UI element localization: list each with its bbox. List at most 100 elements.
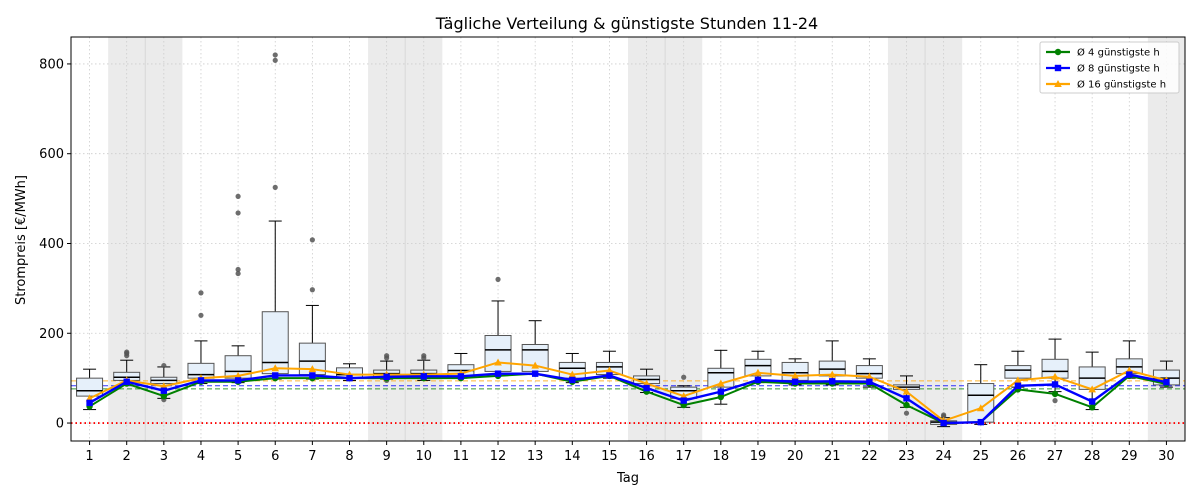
legend-label: Ø 16 günstigste h bbox=[1077, 79, 1166, 91]
series-point-s8 bbox=[197, 377, 205, 384]
x-tick-label: 14 bbox=[564, 449, 581, 464]
series-point-s16 bbox=[531, 361, 539, 369]
x-tick-label: 16 bbox=[638, 449, 655, 464]
weekend-bands bbox=[108, 37, 1185, 441]
legend-swatch-marker bbox=[1054, 48, 1062, 56]
box-day-19 bbox=[744, 350, 772, 384]
series-point-s8 bbox=[791, 378, 799, 385]
x-tick-label: 9 bbox=[382, 449, 390, 464]
series-point-s8 bbox=[531, 370, 539, 377]
series-point-s8 bbox=[940, 419, 947, 427]
axes-frame bbox=[70, 36, 1186, 442]
x-tick-labels: 1 2 3 4 5 6 7 8 9 10 11 12 13 14 15 16 17 18 19 20 21 22 23 24 2… bbox=[85, 441, 1175, 464]
x-tick-label: 27 bbox=[1047, 449, 1064, 464]
series-line-s8 bbox=[88, 372, 1167, 425]
series-point-s8 bbox=[680, 397, 687, 404]
flier-point bbox=[161, 362, 167, 369]
series-point-s8 bbox=[309, 372, 316, 379]
series-point-s8 bbox=[606, 372, 613, 379]
flier-point bbox=[272, 52, 278, 58]
flier-point bbox=[198, 312, 204, 318]
series-line-s16 bbox=[89, 361, 1167, 422]
series-point-s16 bbox=[717, 379, 725, 387]
x-tick-label: 4 bbox=[197, 449, 205, 464]
series-point-s8 bbox=[346, 374, 353, 382]
flier-point bbox=[681, 374, 687, 380]
series-point-s8 bbox=[383, 373, 390, 381]
x-tick-label: 30 bbox=[1158, 449, 1175, 464]
flier-point bbox=[235, 270, 241, 277]
flier-point bbox=[124, 349, 130, 355]
series-point-s16 bbox=[605, 366, 614, 374]
flier-point bbox=[421, 353, 427, 359]
series-point-s16 bbox=[568, 370, 577, 378]
series-point-s8 bbox=[569, 376, 576, 384]
flier-point bbox=[1052, 398, 1058, 404]
series-point-s16 bbox=[642, 379, 651, 387]
series-point-s16 bbox=[828, 370, 837, 378]
x-tick-label: 7 bbox=[308, 449, 316, 464]
flier-point bbox=[903, 410, 910, 416]
series-point-s8 bbox=[1126, 371, 1133, 378]
x-tick-label: 8 bbox=[345, 449, 353, 464]
chart-title: Tägliche Verteilung & günstigste Stunden… bbox=[435, 14, 818, 33]
series-lines bbox=[85, 358, 1171, 427]
flier-point bbox=[495, 276, 501, 282]
series-point-s8 bbox=[1088, 398, 1096, 405]
series-point-s16 bbox=[1088, 385, 1096, 393]
flier-point bbox=[235, 266, 241, 273]
x-tick-label: 29 bbox=[1121, 449, 1138, 464]
x-tick-label: 22 bbox=[861, 449, 878, 464]
series-point-s8 bbox=[494, 370, 502, 377]
legend-swatch-marker bbox=[1054, 80, 1062, 87]
x-tick-label: 26 bbox=[1010, 449, 1027, 464]
legend-item-s16: Ø 16 günstigste h bbox=[1046, 79, 1166, 91]
series-point-s16 bbox=[976, 404, 985, 412]
series-point-s8 bbox=[86, 399, 93, 407]
x-tick-label: 11 bbox=[453, 449, 470, 464]
flier-point bbox=[941, 412, 947, 418]
x-tick-label: 5 bbox=[234, 449, 242, 464]
flier-point bbox=[235, 193, 241, 199]
series-point-s16 bbox=[494, 358, 502, 366]
x-tick-label: 15 bbox=[601, 449, 618, 464]
x-tick-label: 25 bbox=[972, 449, 989, 464]
legend-frame bbox=[1039, 41, 1180, 94]
series-point-s8 bbox=[643, 384, 650, 392]
series-point-s4 bbox=[903, 401, 910, 409]
series-point-s8 bbox=[1163, 378, 1170, 386]
series-point-s8 bbox=[272, 372, 279, 379]
box-day-7 bbox=[298, 237, 326, 380]
y-tick-label: 0 bbox=[56, 417, 64, 432]
flier-point bbox=[384, 353, 390, 359]
legend-swatch-marker bbox=[1054, 64, 1062, 72]
axes bbox=[70, 36, 1186, 442]
x-tick-label: 23 bbox=[898, 449, 915, 464]
legend-item-s4: Ø 4 günstigste h bbox=[1046, 47, 1160, 59]
legend: Ø 4 günstigste h Ø 8 günstigste h Ø 16 gün… bbox=[1039, 41, 1180, 94]
flier-point bbox=[198, 290, 204, 296]
series-point-s16 bbox=[1051, 372, 1059, 380]
series-point-s8 bbox=[420, 373, 427, 380]
x-tick-label: 18 bbox=[713, 449, 730, 464]
series-point-s16 bbox=[308, 365, 317, 373]
series-s8 bbox=[86, 370, 1170, 427]
series-point-s8 bbox=[457, 373, 465, 380]
series-point-s4 bbox=[160, 392, 168, 400]
series-point-s16 bbox=[791, 371, 799, 379]
series-point-s8 bbox=[754, 376, 762, 384]
series-point-s16 bbox=[902, 387, 911, 395]
series-point-s16 bbox=[679, 392, 688, 400]
x-tick-label: 6 bbox=[271, 449, 279, 464]
y-axis-title: Strompreis [€/MWh] bbox=[14, 175, 29, 305]
x-tick-label: 21 bbox=[824, 449, 841, 464]
series-point-s4 bbox=[1051, 390, 1059, 398]
y-tick-label: 600 bbox=[39, 147, 64, 162]
series-point-s8 bbox=[977, 418, 984, 426]
flier-point bbox=[235, 210, 241, 216]
x-tick-label: 1 bbox=[85, 449, 93, 464]
x-tick-label: 10 bbox=[415, 449, 432, 464]
series-point-s8 bbox=[717, 388, 725, 395]
series-point-s16 bbox=[234, 371, 242, 379]
